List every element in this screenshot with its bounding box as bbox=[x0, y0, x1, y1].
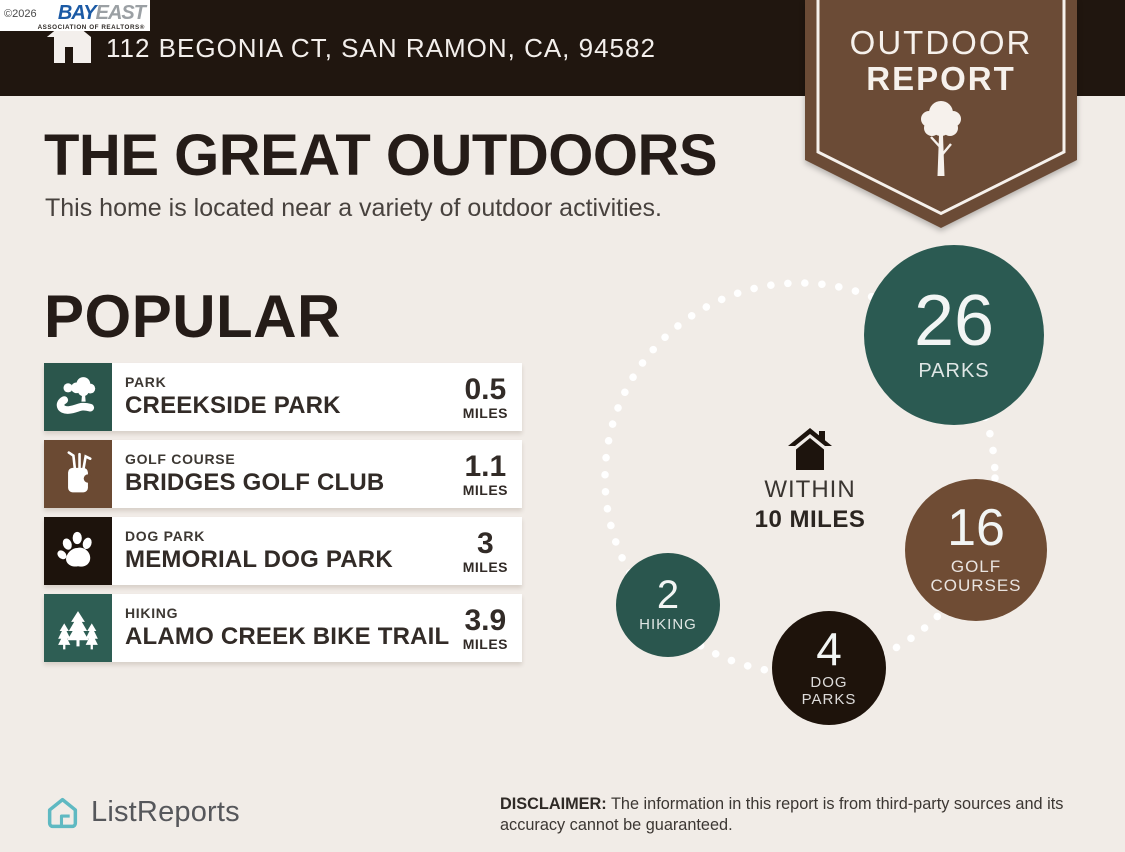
house-icon bbox=[788, 428, 832, 470]
golf-tile bbox=[44, 440, 112, 508]
outdoor-report-ribbon: OUTDOOR REPORT bbox=[805, 0, 1077, 232]
poi-row-hiking: HIKING ALAMO CREEK BIKE TRAIL 3.9 MILES bbox=[44, 594, 522, 662]
hiking-tile bbox=[44, 594, 112, 662]
disclaimer-label: DISCLAIMER: bbox=[500, 795, 607, 813]
dog-parks-label: DOG PARKS bbox=[801, 673, 857, 708]
within-text: WITHIN bbox=[764, 476, 856, 503]
ribbon-title-line1: OUTDOOR bbox=[849, 24, 1033, 61]
poi-row-golf: GOLF COURSE BRIDGES GOLF CLUB 1.1 MILES bbox=[44, 440, 522, 508]
golf-count-bubble: 16 GOLF COURSES bbox=[905, 479, 1047, 621]
park-icon bbox=[56, 377, 96, 414]
copyright-text: ©2026 bbox=[4, 8, 37, 20]
parks-count: 26 bbox=[913, 281, 995, 362]
parks-count-bubble: 26 PARKS bbox=[864, 245, 1044, 425]
listreports-logo: ListReports bbox=[44, 794, 240, 831]
poi-name: CREEKSIDE PARK bbox=[125, 392, 341, 419]
property-address: 112 BEGONIA CT, SAN RAMON, CA, 94582 bbox=[106, 32, 656, 63]
park-tile bbox=[44, 363, 112, 431]
listreports-wordmark: ListReports bbox=[91, 796, 240, 828]
disclaimer: DISCLAIMER: The information in this repo… bbox=[500, 794, 1085, 836]
poi-name: BRIDGES GOLF CLUB bbox=[125, 469, 385, 496]
bayeast-bay: BAY bbox=[57, 2, 97, 24]
poi-name: MEMORIAL DOG PARK bbox=[125, 546, 393, 573]
poi-card: HIKING ALAMO CREEK BIKE TRAIL 3.9 MILES bbox=[112, 594, 522, 662]
listreports-house-icon bbox=[47, 797, 78, 829]
poi-card: PARK CREEKSIDE PARK 0.5 MILES bbox=[112, 363, 522, 431]
poi-category: PARK bbox=[125, 374, 167, 390]
poi-distance: 3 MILES bbox=[462, 526, 508, 575]
paw-icon bbox=[57, 531, 92, 567]
poi-name: ALAMO CREEK BIKE TRAIL bbox=[125, 623, 450, 650]
page-title: THE GREAT OUTDOORS bbox=[44, 123, 718, 188]
golf-bag-icon bbox=[67, 451, 93, 493]
miles-text: 10 MILES bbox=[754, 506, 866, 533]
golf-label: GOLF COURSES bbox=[930, 556, 1022, 596]
popular-heading: POPULAR bbox=[44, 283, 341, 350]
bayeast-logo: BAYEAST ASSOCIATION OF REALTORS® bbox=[37, 2, 146, 31]
poi-category: GOLF COURSE bbox=[125, 451, 236, 467]
dog-parks-count-bubble: 4 DOG PARKS bbox=[772, 611, 886, 725]
poi-distance: 3.9 MILES bbox=[462, 603, 508, 652]
poi-card: GOLF COURSE BRIDGES GOLF CLUB 1.1 MILES bbox=[112, 440, 522, 508]
poi-card: DOG PARK MEMORIAL DOG PARK 3 MILES bbox=[112, 517, 522, 585]
disclaimer-text: The information in this report is from t… bbox=[500, 795, 1064, 834]
poi-row-dogpark: DOG PARK MEMORIAL DOG PARK 3 MILES bbox=[44, 517, 522, 585]
page-subtitle: This home is located near a variety of o… bbox=[45, 194, 662, 222]
poi-row-park: PARK CREEKSIDE PARK 0.5 MILES bbox=[44, 363, 522, 431]
poi-category: DOG PARK bbox=[125, 528, 206, 544]
bayeast-watermark: ©2026 BAYEAST ASSOCIATION OF REALTORS® bbox=[0, 0, 150, 31]
golf-count: 16 bbox=[947, 499, 1005, 558]
pine-trees-icon bbox=[58, 611, 98, 650]
poi-distance: 0.5 MILES bbox=[462, 372, 508, 421]
poi-category: HIKING bbox=[125, 605, 179, 621]
hiking-count-bubble: 2 HIKING bbox=[616, 553, 720, 657]
hiking-label: HIKING bbox=[639, 616, 697, 634]
within-radius-label: WITHIN 10 MILES bbox=[730, 428, 890, 534]
poi-list: PARK CREEKSIDE PARK 0.5 MILES GOLF bbox=[44, 363, 522, 671]
bayeast-subtext: ASSOCIATION OF REALTORS® bbox=[37, 23, 145, 31]
bayeast-east: EAST bbox=[95, 2, 146, 24]
dog-park-tile bbox=[44, 517, 112, 585]
hiking-count: 2 bbox=[656, 573, 680, 618]
poi-distance: 1.1 MILES bbox=[462, 449, 508, 498]
dog-parks-count: 4 bbox=[816, 622, 842, 675]
tree-icon bbox=[921, 101, 961, 176]
ribbon-title-line2: REPORT bbox=[866, 60, 1016, 97]
parks-label: PARKS bbox=[918, 359, 990, 382]
